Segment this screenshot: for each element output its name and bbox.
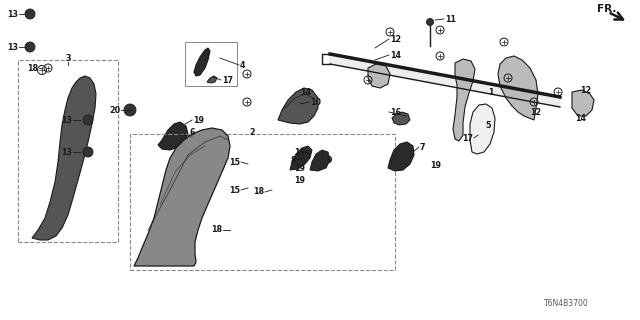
Text: 10: 10 [310, 98, 321, 107]
Text: 19: 19 [430, 161, 441, 170]
Text: 4: 4 [240, 60, 246, 69]
Text: 17: 17 [222, 76, 233, 84]
Text: 15: 15 [229, 157, 240, 166]
Polygon shape [368, 64, 390, 88]
Text: 13: 13 [61, 148, 72, 156]
Polygon shape [158, 122, 188, 150]
Text: 13: 13 [61, 116, 72, 124]
Text: 11: 11 [445, 14, 456, 23]
Text: 18: 18 [27, 63, 38, 73]
Text: 13: 13 [7, 10, 18, 19]
Bar [130, 134, 395, 270]
Circle shape [25, 9, 35, 19]
Circle shape [426, 19, 433, 26]
Polygon shape [32, 76, 96, 240]
Text: 15: 15 [229, 186, 240, 195]
Text: 19: 19 [294, 164, 305, 172]
Text: 12: 12 [580, 85, 591, 94]
Text: 8: 8 [291, 156, 296, 164]
Polygon shape [498, 56, 538, 120]
Text: 1: 1 [488, 87, 493, 97]
Text: 18: 18 [211, 226, 222, 235]
Bar [18, 60, 118, 242]
Text: 20: 20 [109, 106, 120, 115]
Polygon shape [572, 90, 594, 116]
Polygon shape [453, 59, 475, 141]
Text: 14: 14 [300, 87, 311, 97]
Text: 19: 19 [193, 116, 204, 124]
Text: 12: 12 [390, 35, 401, 44]
Text: 9: 9 [327, 156, 333, 164]
Polygon shape [290, 146, 312, 170]
Text: 5: 5 [485, 121, 491, 130]
Text: 14: 14 [575, 114, 586, 123]
Text: 7: 7 [420, 142, 426, 151]
Text: 17: 17 [462, 133, 473, 142]
Text: 12: 12 [530, 108, 541, 116]
Text: 6: 6 [189, 127, 195, 137]
Circle shape [83, 147, 93, 157]
Polygon shape [388, 142, 414, 171]
Text: 3: 3 [65, 53, 71, 62]
Text: 2: 2 [249, 127, 255, 137]
Circle shape [83, 115, 93, 125]
Text: 14: 14 [390, 51, 401, 60]
Circle shape [25, 42, 35, 52]
Polygon shape [194, 48, 210, 76]
Text: 13: 13 [7, 43, 18, 52]
Polygon shape [470, 104, 495, 154]
Text: 19: 19 [294, 148, 305, 156]
Polygon shape [278, 88, 318, 124]
Bar [185, 42, 237, 86]
Polygon shape [310, 150, 330, 171]
Text: T6N4B3700: T6N4B3700 [543, 300, 588, 308]
Polygon shape [207, 76, 217, 83]
Circle shape [124, 104, 136, 116]
Polygon shape [392, 112, 410, 125]
Text: 19: 19 [294, 175, 305, 185]
Text: 18: 18 [253, 188, 264, 196]
Text: FR.: FR. [597, 4, 616, 14]
Text: 16: 16 [390, 108, 401, 116]
Polygon shape [134, 128, 230, 266]
Polygon shape [330, 54, 560, 107]
